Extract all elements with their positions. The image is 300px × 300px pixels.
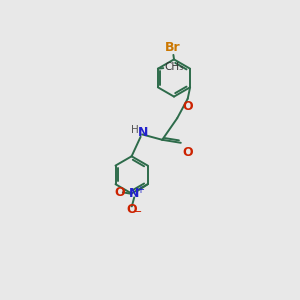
- Text: O: O: [182, 100, 193, 113]
- Text: H: H: [131, 125, 139, 135]
- Text: O: O: [182, 146, 193, 159]
- Text: +: +: [136, 184, 144, 195]
- Text: −: −: [133, 207, 142, 218]
- Text: CH₃: CH₃: [164, 62, 184, 72]
- Text: N: N: [137, 126, 148, 140]
- Text: Br: Br: [165, 41, 180, 54]
- Text: N: N: [129, 187, 140, 200]
- Text: O: O: [127, 203, 137, 216]
- Text: O: O: [115, 186, 125, 199]
